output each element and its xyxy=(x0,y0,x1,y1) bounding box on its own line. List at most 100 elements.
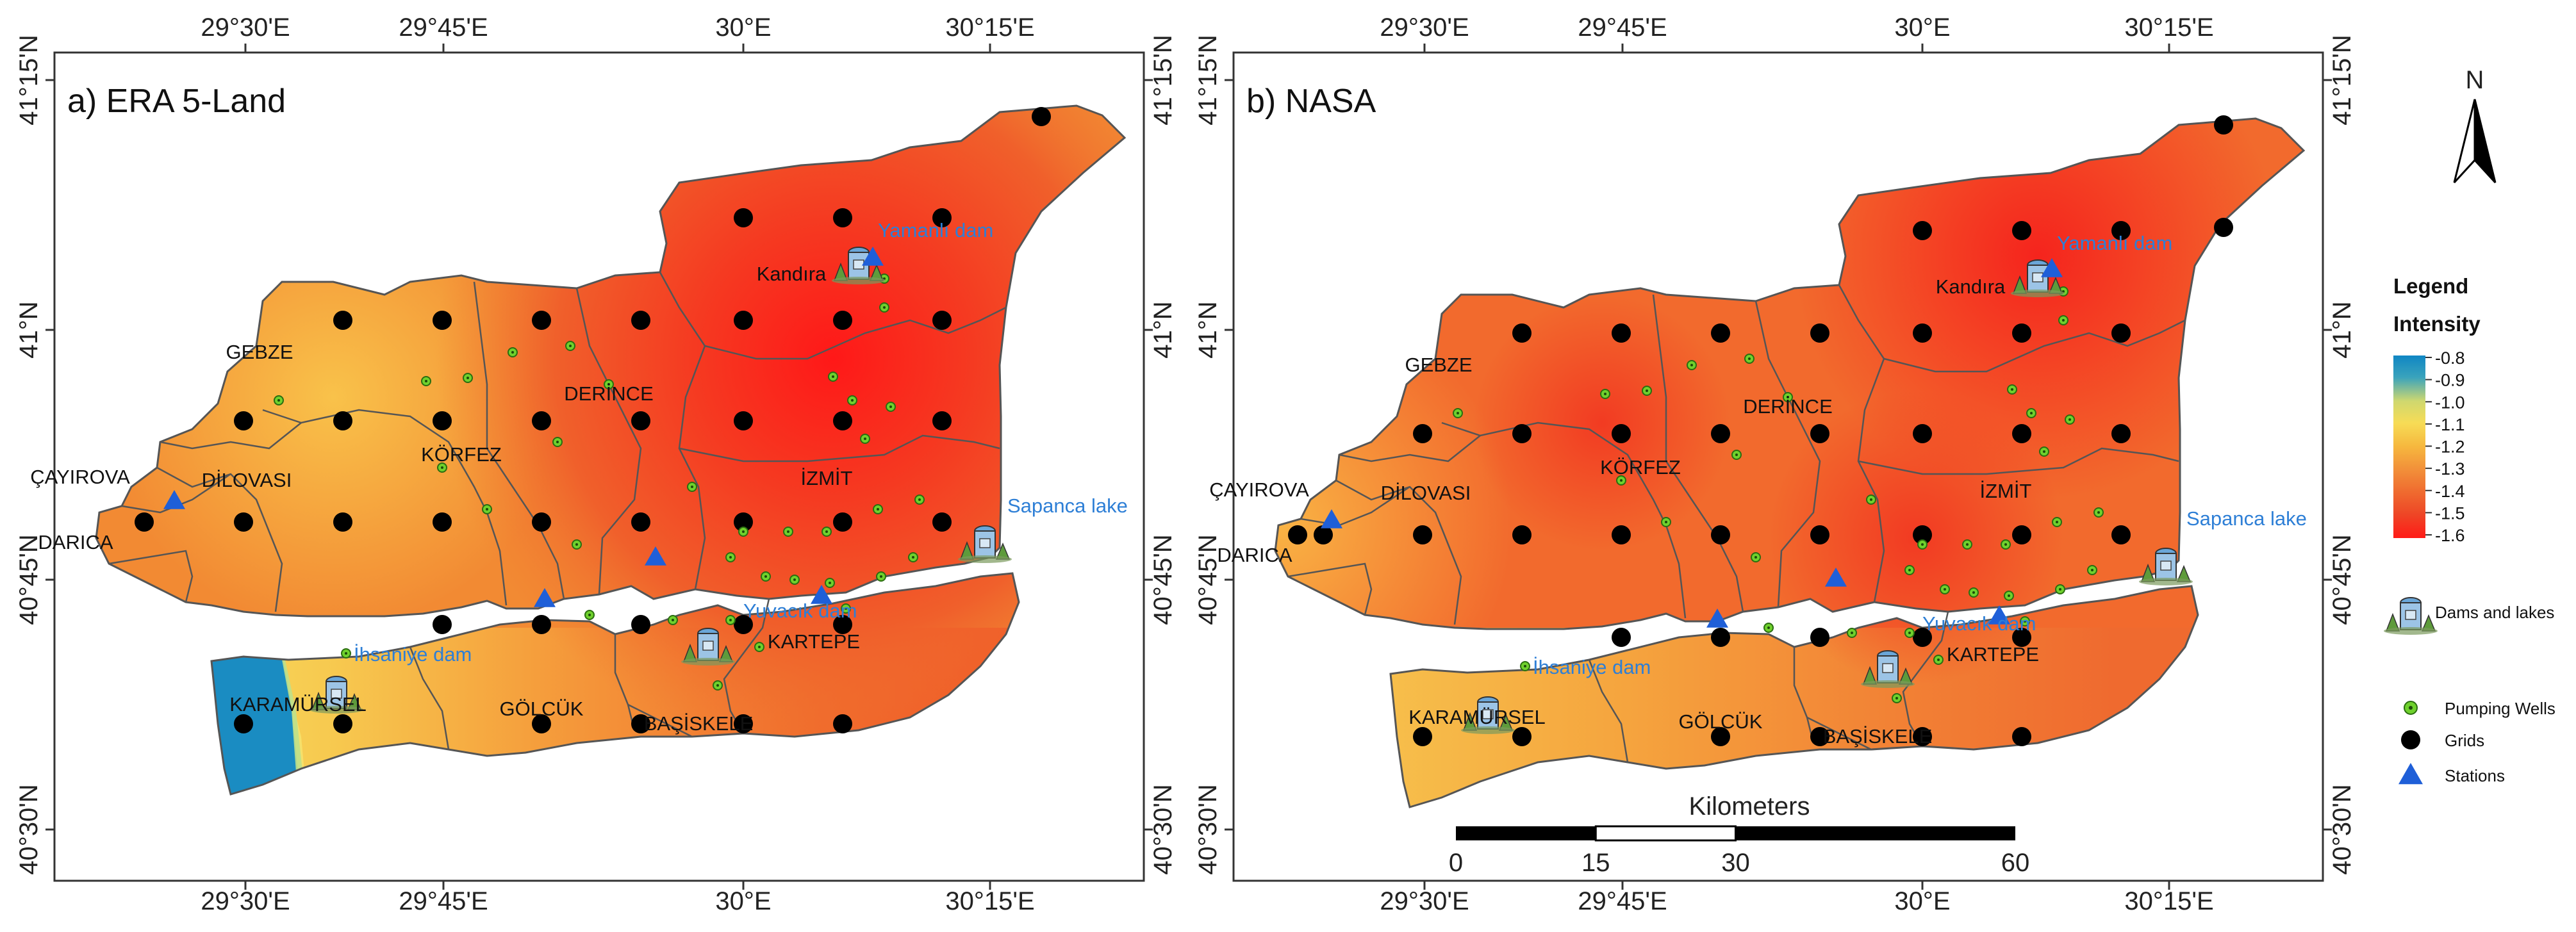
left-tick-label: 40°45'N xyxy=(1194,534,1222,625)
grid-point-icon xyxy=(833,411,852,430)
colorbar-tick-label: -0.9 xyxy=(2435,371,2465,390)
colorbar-tick-label: -1.6 xyxy=(2435,526,2465,545)
scale-bar-label: 0 xyxy=(1449,849,1463,877)
district-label: KARTEPE xyxy=(768,630,860,653)
pumping-well-icon xyxy=(482,504,492,514)
grid-point-icon xyxy=(2111,323,2131,343)
pumping-well-icon xyxy=(687,482,697,492)
grid-point-icon xyxy=(532,411,551,430)
district-label: DERİNCE xyxy=(1743,395,1833,418)
left-tick-label: 40°30'N xyxy=(15,784,43,875)
grid-point-icon xyxy=(1913,323,1932,343)
legend-item: Pumping Wells xyxy=(2404,699,2555,718)
grid-point-icon xyxy=(631,512,650,532)
pumping-well-icon xyxy=(572,539,582,550)
pumping-well-icon xyxy=(2020,616,2030,626)
pumping-well-icon xyxy=(886,402,896,412)
water-body-label: Sapanca lake xyxy=(1007,495,1128,517)
grid-point-icon xyxy=(1032,107,1051,126)
district-label: ÇAYIROVA xyxy=(1209,478,1309,501)
district-label: KÖRFEZ xyxy=(1600,456,1681,478)
district-label: GEBZE xyxy=(1405,354,1472,376)
pumping-well-icon xyxy=(2093,507,2104,518)
grid-point-icon xyxy=(631,311,650,330)
bottom-tick-label: 29°30'E xyxy=(201,887,290,915)
grid-point-icon xyxy=(631,714,650,733)
left-tick-label: 40°30'N xyxy=(1194,784,1222,875)
top-tick-label: 30°15'E xyxy=(945,13,1034,42)
district-label: GEBZE xyxy=(226,341,293,363)
pumping-well-icon xyxy=(873,504,883,514)
grid-point-icon xyxy=(2214,115,2233,135)
pumping-well-icon xyxy=(2058,315,2068,325)
grid-point-icon xyxy=(532,714,551,733)
water-body-label: Yamanlı dam xyxy=(878,219,993,241)
grid-point-icon xyxy=(2111,525,2131,544)
panel-era-overlay: a) ERA 5-Land 29°30'E 29°45'E 30°E 30°15'E 29… xyxy=(15,13,1177,915)
pumping-well-icon xyxy=(1904,628,1915,638)
scale-bar-segment xyxy=(1594,825,1737,842)
grid-point-icon xyxy=(333,714,352,733)
dam-icon xyxy=(1861,650,1915,688)
district-label: ÇAYIROVA xyxy=(30,466,130,488)
grid-point-icon xyxy=(1413,727,1432,746)
station-triangle-icon xyxy=(645,546,666,566)
grid-point-icon xyxy=(234,714,253,733)
pumping-well-icon xyxy=(2004,591,2014,601)
scale-bar-title: Kilometers xyxy=(1689,792,1810,821)
district-label: Kandıra xyxy=(1936,275,2006,298)
district-label: DİLOVASI xyxy=(202,469,292,491)
scale-bar-segment xyxy=(1456,826,1596,840)
dam-icon xyxy=(2384,597,2438,635)
left-tick-label: 41°15'N xyxy=(15,35,43,126)
pumping-well-icon xyxy=(1616,475,1626,486)
pumping-well-icon xyxy=(914,495,925,505)
district-label: DARICA xyxy=(38,531,113,553)
pumping-well-icon xyxy=(1453,408,1463,418)
grid-point-icon xyxy=(532,512,551,532)
pumping-well-icon xyxy=(783,527,793,537)
district-label: DERİNCE xyxy=(564,382,654,405)
right-tick-label: 40°45'N xyxy=(2328,534,2356,625)
pumping-well-icon xyxy=(2404,701,2418,715)
pumping-well-icon xyxy=(1783,392,1793,402)
district-label: GÖLCÜK xyxy=(1679,710,1763,733)
grid-point-icon xyxy=(333,512,352,532)
grid-point-icon xyxy=(631,411,650,430)
grid-point-icon xyxy=(1512,424,1532,443)
district-label: KARTEPE xyxy=(1947,643,2039,666)
grid-point-icon xyxy=(2012,525,2031,544)
right-tick-label: 40°30'N xyxy=(1149,784,1177,875)
pumping-well-icon xyxy=(2007,384,2017,395)
right-tick-label: 40°30'N xyxy=(2328,784,2356,875)
colorbar-tick-label: -1.1 xyxy=(2435,415,2465,434)
top-tick-label: 29°30'E xyxy=(201,13,290,42)
grid-point-icon xyxy=(1810,727,1829,746)
right-tick-label: 41°N xyxy=(1149,301,1177,358)
grid-point-icon xyxy=(2012,221,2031,240)
colorbar xyxy=(2393,356,2425,538)
district-label: BAŞİSKELE xyxy=(644,712,754,735)
grid-point-icon xyxy=(2012,323,2031,343)
pumping-well-icon xyxy=(876,571,886,582)
colorbar-tick-label: -1.0 xyxy=(2435,393,2465,412)
district-label: KARAMÜRSEL xyxy=(1408,706,1546,728)
grid-point-icon xyxy=(433,411,452,430)
pumping-well-icon xyxy=(274,395,284,405)
grid-point-icon xyxy=(1711,628,1730,647)
pumping-well-icon xyxy=(2039,446,2049,457)
top-tick-label: 29°30'E xyxy=(1380,13,1469,42)
panel-title: b) NASA xyxy=(1246,83,1376,120)
pumping-well-icon xyxy=(1751,552,1761,562)
district-label: KARAMÜRSEL xyxy=(229,693,367,715)
pumping-well-icon xyxy=(1866,495,1876,505)
colorbar-tick-label: -1.2 xyxy=(2435,437,2465,457)
panel-nasa-overlay: b) NASA 29°30'E 29°45'E 30°E 30°15'E 29°30'E 2… xyxy=(1194,13,2356,915)
water-body-label: Sapanca lake xyxy=(2186,507,2307,530)
station-triangle-icon xyxy=(1706,609,1728,628)
pumping-well-icon xyxy=(841,603,851,614)
legend-item: Stations xyxy=(2398,763,2505,785)
grid-point-icon xyxy=(2111,424,2131,443)
left-tick-label: 41°N xyxy=(15,301,43,358)
